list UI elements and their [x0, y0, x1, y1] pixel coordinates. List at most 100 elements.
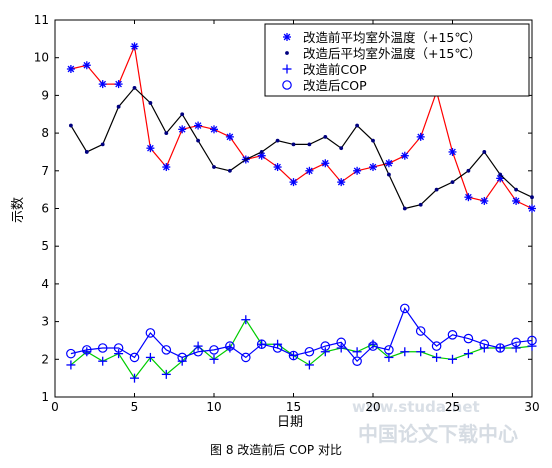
- data-point: [291, 142, 296, 147]
- data-point: [97, 343, 108, 353]
- data-point: [447, 329, 458, 340]
- series-line: [70, 307, 533, 363]
- data-point: [212, 165, 216, 169]
- data-point: [384, 159, 393, 168]
- data-point: [100, 142, 105, 147]
- data-point: [434, 187, 439, 192]
- x-tick-label: 5: [131, 400, 139, 414]
- data-point: [514, 187, 518, 192]
- data-point: [400, 347, 410, 357]
- data-point: [448, 354, 457, 364]
- data-point: [82, 347, 92, 357]
- data-point: [69, 123, 73, 128]
- data-point: [353, 166, 362, 175]
- data-point: [130, 42, 139, 51]
- x-tick-label: 25: [445, 400, 460, 414]
- data-point: [130, 373, 139, 383]
- data-point: [463, 333, 474, 344]
- data-point: [432, 352, 442, 362]
- data-point: [114, 349, 124, 359]
- series-line: [70, 44, 533, 210]
- data-point: [193, 341, 203, 351]
- data-point: [530, 195, 534, 200]
- series-1: [69, 85, 534, 211]
- legend-marker: [282, 80, 292, 90]
- data-point: [371, 138, 375, 143]
- data-point: [450, 180, 455, 185]
- legend: 改造前平均室外温度（+15℃）改造后平均室外温度（+15℃）改造前COP改造后C…: [264, 23, 530, 97]
- x-axis-label: 日期: [277, 415, 303, 430]
- data-point: [145, 352, 155, 362]
- y-axis-label: 示数: [11, 197, 26, 223]
- x-tick-label: 10: [206, 400, 221, 414]
- data-point: [387, 172, 391, 177]
- x-tick-label: 0: [51, 400, 59, 414]
- data-point: [511, 337, 521, 348]
- data-point: [196, 138, 201, 143]
- data-point: [352, 347, 362, 357]
- data-point: [241, 352, 251, 363]
- data-point: [193, 346, 203, 357]
- data-point: [132, 85, 137, 90]
- series-line: [70, 318, 533, 380]
- legend-marker: [282, 64, 292, 74]
- data-point: [355, 123, 359, 128]
- data-point: [399, 303, 410, 314]
- data-point: [273, 163, 282, 172]
- y-tick-label: 10: [34, 51, 49, 65]
- data-point: [145, 328, 156, 338]
- data-point: [177, 352, 187, 363]
- series-2: [66, 315, 537, 383]
- data-point: [82, 345, 92, 355]
- data-point: [209, 354, 219, 364]
- data-point: [84, 150, 89, 154]
- x-tick-label: 15: [286, 400, 301, 414]
- x-tick-label: 20: [365, 400, 380, 414]
- data-point: [464, 193, 473, 202]
- watermark-chinese: 中国论文下载中心: [358, 422, 518, 446]
- data-point: [180, 112, 185, 117]
- data-point: [495, 343, 505, 353]
- data-point: [288, 350, 299, 361]
- y-tick-label: 7: [41, 164, 49, 178]
- series-layer: [66, 42, 537, 383]
- series-3: [66, 303, 537, 366]
- data-point: [498, 172, 503, 177]
- data-point: [98, 80, 107, 89]
- x-tick-label: 30: [524, 400, 539, 414]
- data-point: [114, 80, 123, 89]
- data-point: [511, 343, 521, 353]
- y-tick-label: 5: [41, 239, 49, 253]
- data-point: [527, 335, 537, 346]
- data-point: [161, 345, 172, 355]
- data-point: [418, 202, 423, 207]
- data-point: [368, 339, 378, 349]
- legend-label: 改造前COP: [303, 62, 367, 77]
- data-point: [512, 196, 521, 205]
- data-point: [82, 61, 91, 70]
- data-point: [225, 132, 234, 141]
- data-point: [228, 168, 232, 173]
- y-tick-label: 8: [41, 126, 49, 140]
- data-point: [463, 349, 473, 359]
- series-line: [70, 86, 533, 210]
- y-tick-label: 4: [41, 277, 49, 291]
- data-point: [164, 131, 169, 136]
- data-point: [402, 206, 407, 211]
- data-point: [415, 326, 426, 336]
- axes: 0 5 10 15 20 25 30 1 2 3 4 5 6 7 8 9 10 11: [34, 13, 540, 414]
- data-point: [369, 163, 377, 172]
- data-point: [98, 356, 108, 366]
- data-point: [320, 341, 331, 351]
- data-point: [527, 341, 537, 351]
- data-point: [243, 157, 248, 162]
- data-point: [323, 134, 328, 139]
- data-point: [241, 315, 251, 325]
- data-point: [416, 132, 425, 141]
- data-point: [66, 348, 76, 359]
- y-tick-label: 2: [41, 352, 49, 366]
- data-point: [337, 178, 346, 187]
- legend-marker: [283, 33, 291, 41]
- y-tick-label: 9: [41, 88, 49, 102]
- data-point: [148, 101, 153, 105]
